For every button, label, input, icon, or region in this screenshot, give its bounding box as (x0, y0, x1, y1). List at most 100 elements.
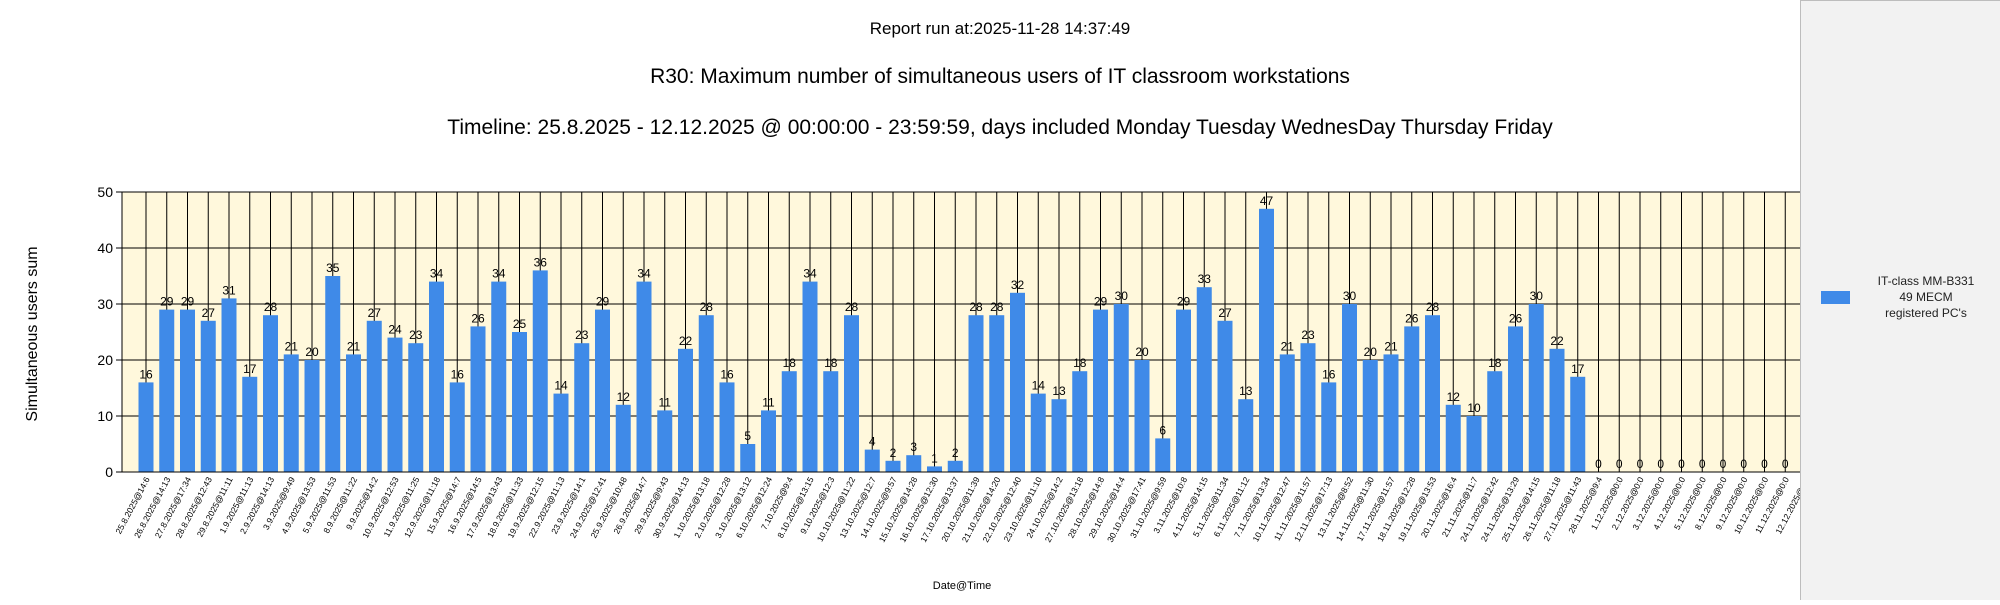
data-label: 29 (160, 295, 174, 309)
bar (678, 348, 693, 472)
data-label: 28 (264, 300, 278, 314)
x-axis-label: Date@Time (933, 580, 991, 592)
data-label: 29 (181, 295, 195, 309)
bar (1259, 208, 1274, 473)
bar (138, 382, 154, 472)
bar (180, 309, 195, 472)
data-label: 14 (1032, 379, 1046, 393)
data-label: 17 (1571, 362, 1585, 376)
data-label: 16 (1322, 367, 1336, 381)
bar (1487, 371, 1503, 472)
y-axis-label: Simultaneous users sum (24, 246, 41, 421)
data-label: 5 (744, 429, 751, 443)
bar (1445, 404, 1461, 472)
bar (200, 320, 216, 472)
data-label: 28 (969, 300, 983, 314)
data-label: 13 (1239, 384, 1253, 398)
data-label: 18 (1073, 356, 1087, 370)
y-tick-label: 10 (97, 408, 113, 424)
data-label: 2 (952, 446, 959, 460)
bar (263, 315, 278, 472)
bar (346, 354, 361, 472)
chart-subtitle: Timeline: 25.8.2025 - 12.12.2025 @ 00:00… (447, 116, 1553, 139)
data-label: 14 (554, 379, 568, 393)
data-label: 0 (1657, 457, 1664, 471)
bar (429, 281, 444, 472)
data-label: 20 (305, 345, 319, 359)
data-label: 34 (637, 267, 651, 281)
legend-swatch (1821, 291, 1850, 304)
data-label: 16 (720, 367, 734, 381)
data-label: 32 (1011, 278, 1025, 292)
bar (927, 466, 942, 472)
data-label: 29 (596, 295, 610, 309)
bar (283, 354, 299, 472)
data-label: 24 (388, 323, 402, 337)
y-tick-label: 40 (97, 240, 113, 256)
bar (719, 382, 735, 472)
bar (325, 276, 341, 472)
data-label: 34 (430, 267, 444, 281)
bar (574, 343, 590, 472)
bar (366, 320, 382, 472)
data-label: 23 (409, 328, 423, 342)
data-label: 27 (202, 306, 216, 320)
data-label: 23 (575, 328, 589, 342)
bar (1362, 360, 1378, 472)
bar (408, 343, 424, 472)
bar (947, 460, 963, 472)
bar (1300, 343, 1316, 472)
bar (1030, 393, 1046, 472)
data-label: 25 (513, 317, 527, 331)
data-label: 11 (659, 395, 672, 409)
data-label: 12 (1447, 390, 1461, 404)
data-label: 2 (890, 446, 897, 460)
bar (1508, 326, 1523, 472)
bar (615, 404, 631, 472)
bar (761, 410, 776, 472)
bar (1155, 438, 1171, 472)
data-label: 6 (1159, 423, 1166, 437)
data-label: 34 (492, 267, 506, 281)
data-label: 21 (285, 339, 299, 353)
data-label: 3 (910, 440, 917, 454)
bar (1570, 376, 1586, 472)
data-label: 34 (803, 267, 817, 281)
bar (781, 371, 797, 472)
data-label: 29 (1094, 295, 1108, 309)
y-tick-label: 0 (105, 464, 113, 480)
bar (470, 326, 486, 472)
data-label: 0 (1595, 457, 1602, 471)
bar (1383, 354, 1399, 472)
bar (1051, 399, 1067, 472)
report-run-text: Report run at:2025-11-28 14:37:49 (870, 19, 1131, 38)
y-tick-label: 20 (97, 352, 113, 368)
data-label: 26 (1405, 311, 1419, 325)
data-label: 22 (679, 334, 693, 348)
data-label: 47 (1260, 194, 1274, 208)
data-label: 17 (243, 362, 257, 376)
bar (657, 410, 673, 472)
data-label: 0 (1637, 457, 1644, 471)
data-label: 30 (1343, 289, 1357, 303)
bar (844, 315, 859, 472)
bar (823, 371, 839, 472)
data-label: 21 (1384, 339, 1398, 353)
data-label: 23 (1301, 328, 1315, 342)
data-label: 31 (222, 283, 236, 297)
data-label: 0 (1761, 457, 1768, 471)
bar (698, 315, 714, 472)
data-label: 11 (762, 395, 775, 409)
bar (595, 309, 610, 472)
data-label: 28 (700, 300, 714, 314)
bar (512, 332, 527, 472)
data-label: 0 (1678, 457, 1685, 471)
bar (636, 281, 652, 472)
data-label: 30 (1115, 289, 1129, 303)
data-label: 21 (1281, 339, 1295, 353)
legend-label: IT-class MM-B331 49 MECM registered PC's (1877, 274, 1975, 320)
bar (532, 270, 548, 472)
bar (1549, 348, 1565, 472)
bar (159, 309, 175, 472)
